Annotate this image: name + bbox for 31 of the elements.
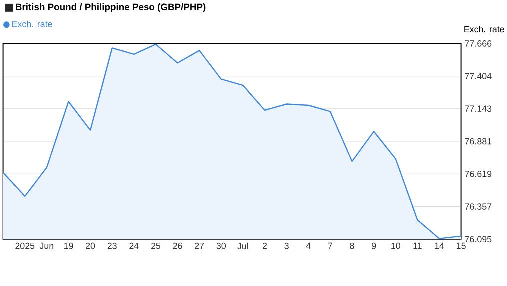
x-tick-label: 23 xyxy=(108,242,117,250)
x-tick-label: 26 xyxy=(173,242,182,250)
legend-label: Exch. rate xyxy=(12,20,52,28)
x-tick-label: 24 xyxy=(130,242,139,250)
y-tick-label: 76.619 xyxy=(465,170,492,178)
y-tick-label: 77.143 xyxy=(465,106,492,112)
x-tick-label: 7 xyxy=(328,242,332,249)
x-tick-label: 9 xyxy=(372,242,376,250)
x-tick-label: 10 xyxy=(392,242,400,250)
y-tick-label: 76.095 xyxy=(465,236,492,243)
chart-title: British Pound / Philippine Peso (GBP/PHP) xyxy=(16,4,206,12)
x-tick-label: 30 xyxy=(216,242,226,250)
x-tick-label: 2 xyxy=(262,242,268,250)
x-tick-label: 15 xyxy=(457,242,466,250)
x-tick-label: 25 xyxy=(151,242,161,250)
y-tick-label: 76.881 xyxy=(465,138,492,145)
x-tick-label: 4 xyxy=(306,242,311,249)
y-tick-label: 77.666 xyxy=(465,40,492,47)
y-axis-title: Exch. rate xyxy=(464,26,504,33)
x-tick-label: 20 xyxy=(86,242,96,250)
x-tick-label: Jul xyxy=(238,242,248,250)
x-tick-label: 19 xyxy=(64,242,74,250)
x-tick-label: 11 xyxy=(414,242,422,249)
x-tick-label: Jun xyxy=(40,242,54,250)
x-tick-label: 27 xyxy=(195,242,204,250)
x-tick-label: 2025 xyxy=(16,242,35,250)
x-tick-label: 8 xyxy=(350,242,354,250)
y-tick-label: 77.404 xyxy=(465,73,492,80)
x-tick-label: 3 xyxy=(284,242,289,250)
x-tick-label: 14 xyxy=(435,242,444,249)
y-tick-label: 76.357 xyxy=(465,204,492,210)
